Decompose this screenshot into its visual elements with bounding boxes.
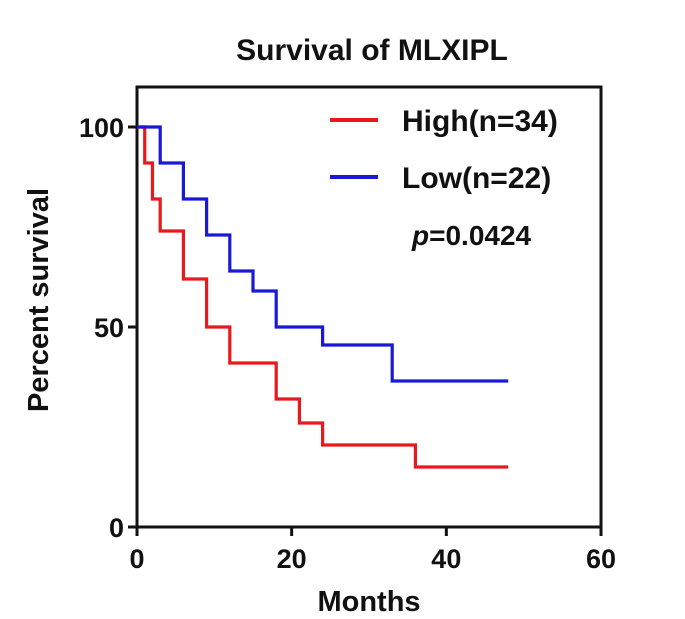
series-layer (137, 125, 509, 469)
p-value-text: =0.0424 (429, 220, 531, 251)
x-tick-label: 0 (129, 544, 144, 574)
y-tick-label: 50 (94, 313, 124, 343)
x-tick-label: 20 (277, 544, 307, 574)
legend: High(n=34) Low(n=22) p=0.0424 (330, 105, 558, 251)
series-line-low (137, 125, 509, 383)
p-value-annotation: p=0.0424 (411, 220, 532, 251)
plot-frame (135, 85, 603, 529)
y-axis-label: Percent survival (23, 188, 55, 412)
x-tick-label: 40 (431, 544, 461, 574)
series-line-high (137, 125, 509, 469)
plot-area (135, 85, 603, 529)
axis-ticks: 0 20 40 60 0 50 100 (79, 113, 616, 574)
y-tick-label: 100 (79, 113, 124, 143)
legend-label-low: Low(n=22) (402, 162, 551, 195)
y-tick-label: 0 (109, 513, 124, 543)
legend-label-high: High(n=34) (402, 105, 558, 138)
p-value-symbol: p (411, 220, 429, 251)
chart-title: Survival of MLXIPL (236, 34, 508, 67)
x-tick-label: 60 (586, 544, 616, 574)
x-axis-label: Months (317, 586, 420, 618)
